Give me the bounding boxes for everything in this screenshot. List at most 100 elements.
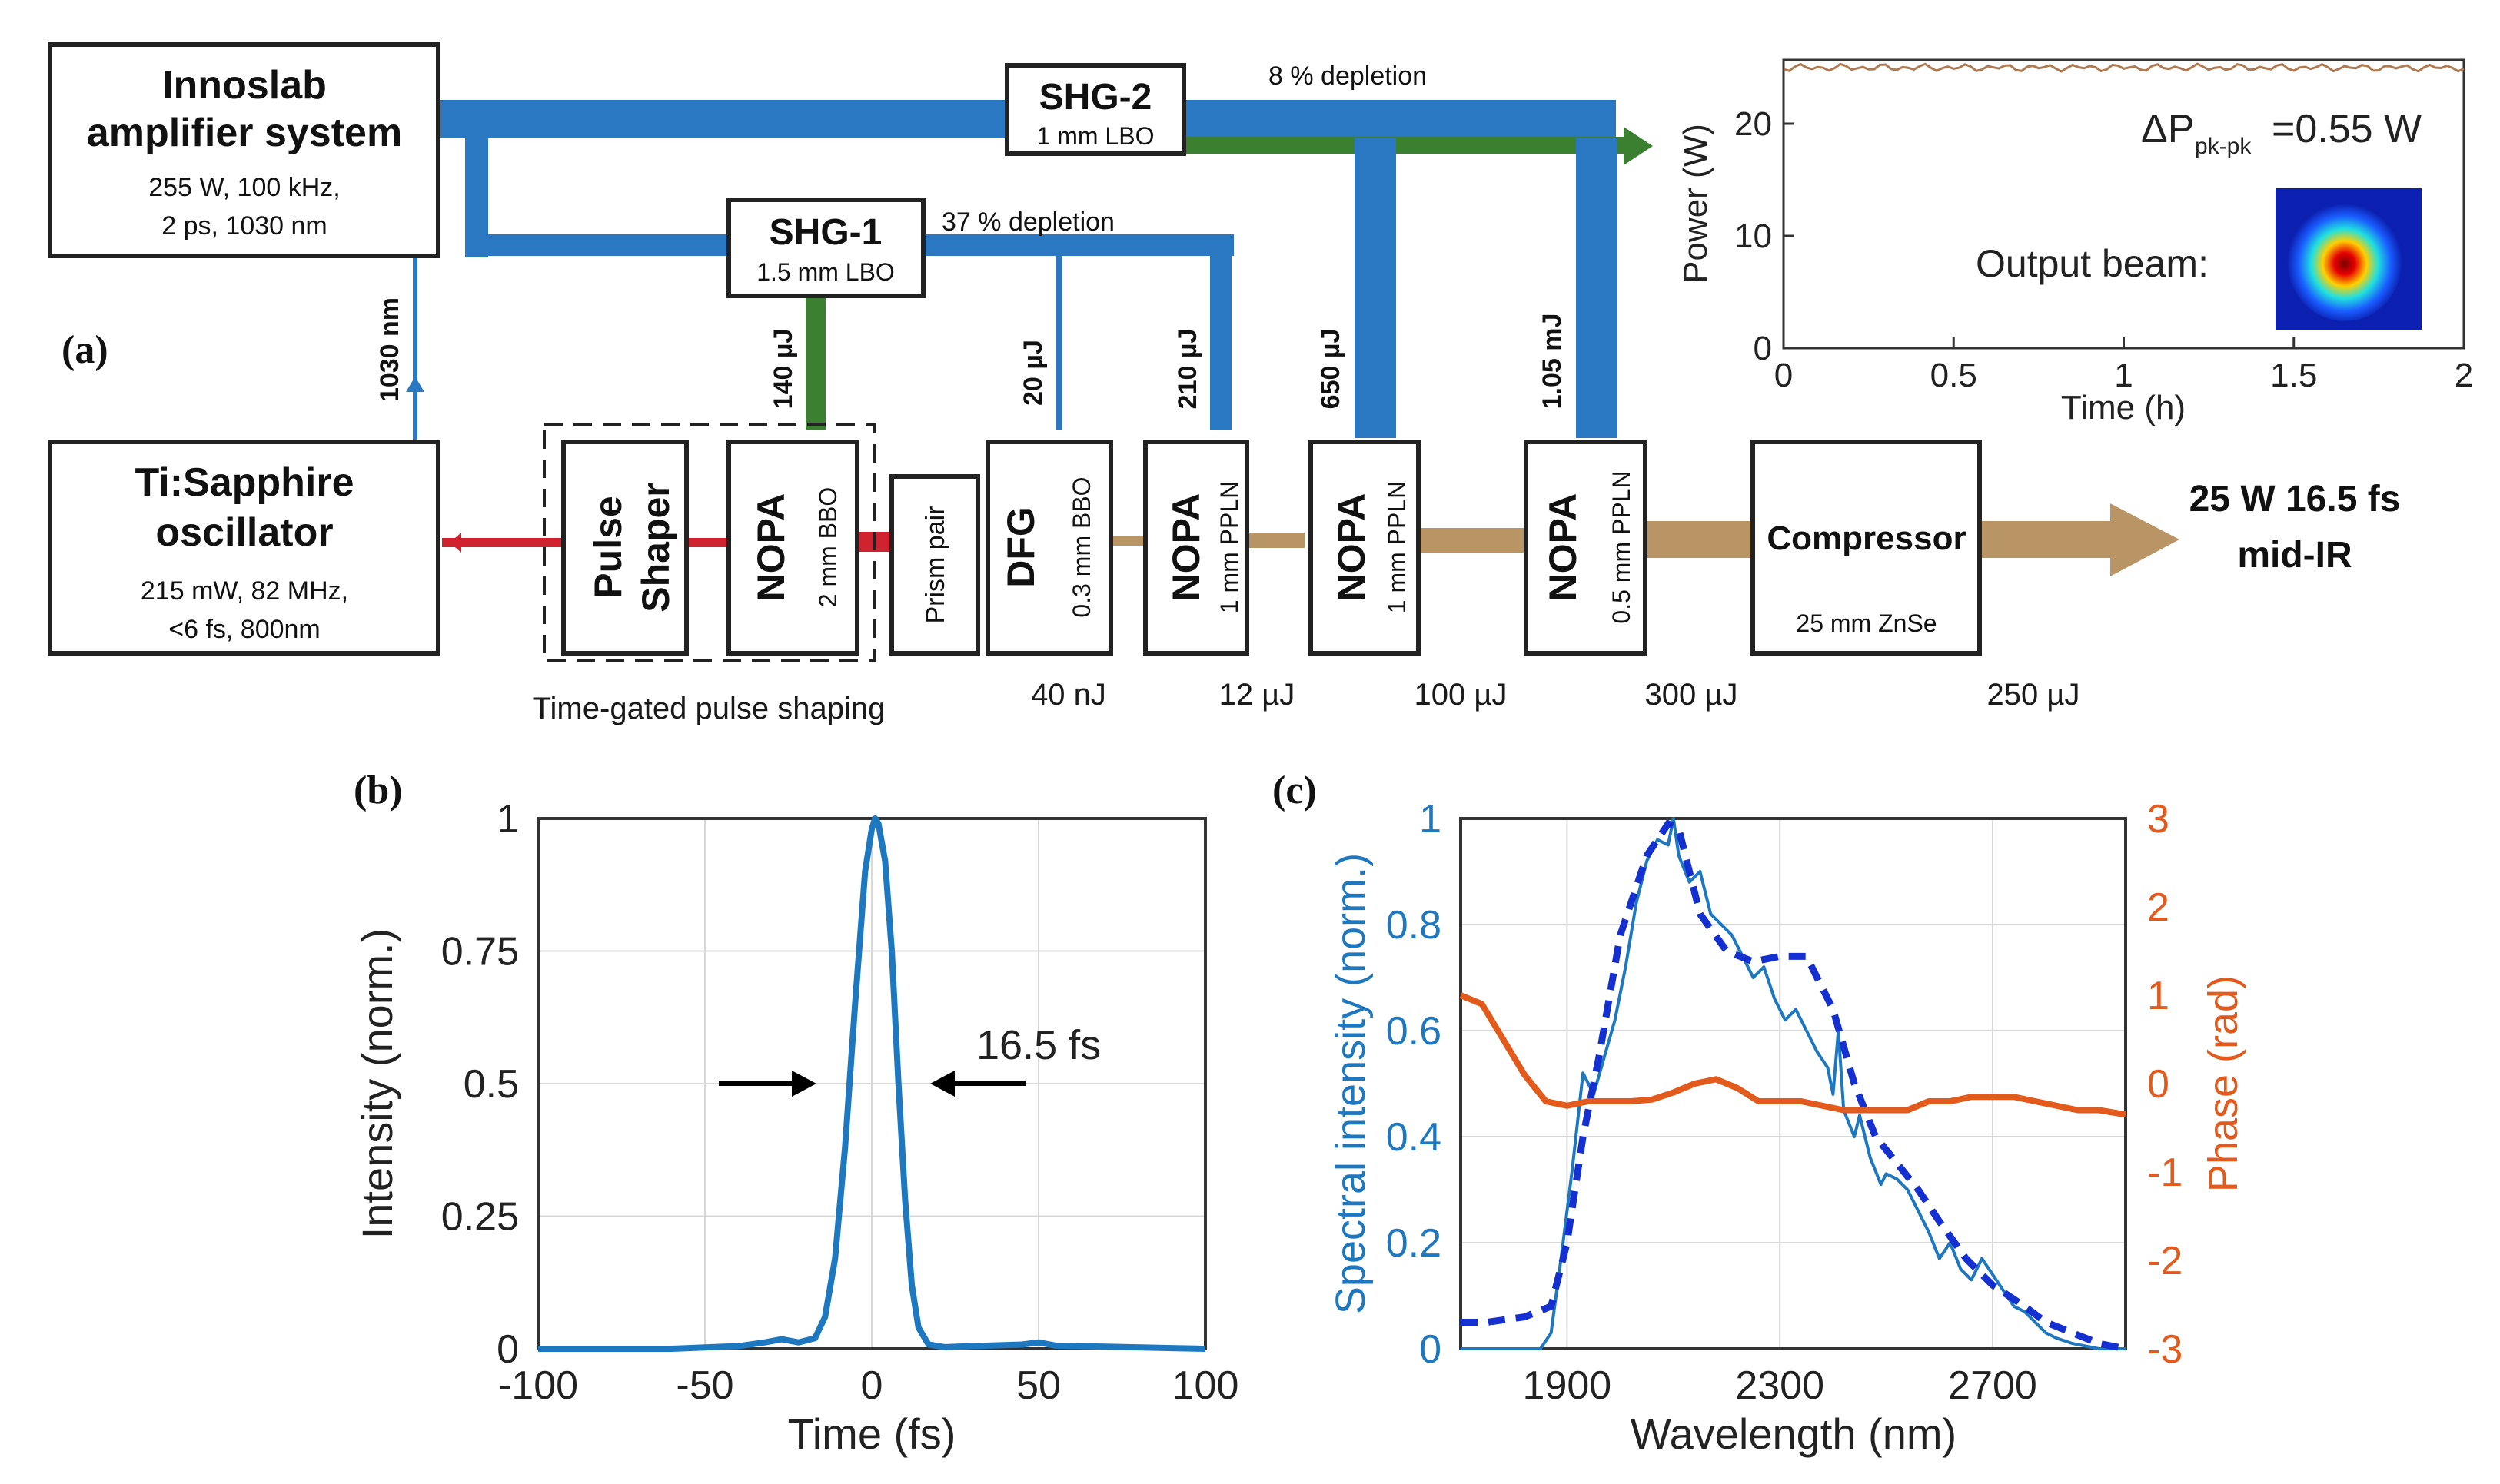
b-xtick-label: 100: [1172, 1363, 1239, 1408]
oscillator-title-2: oscillator: [155, 510, 333, 555]
output-energy-12uj: 12 µJ: [1219, 678, 1295, 712]
inset-ytick-label: 0: [1754, 330, 1772, 367]
c-xtick-label: 2700: [1948, 1363, 2037, 1408]
inset-xtick-label: 2: [2455, 357, 2473, 394]
red-arrow-icon: [450, 533, 461, 553]
midir-beam-3: [1418, 528, 1526, 553]
nopa3-pump-beam: [1355, 138, 1396, 438]
seed-arrow-icon: [406, 377, 424, 392]
c-measured-spectrum: [1461, 817, 2126, 1350]
inset-beam-label: Output beam:: [1976, 242, 2209, 285]
nopa2-pump-beam: [1210, 234, 1232, 430]
time-gated-box: [543, 423, 876, 662]
output-energy-100uj: 100 µJ: [1415, 678, 1508, 712]
nopa2-title: NOPA: [1165, 493, 1208, 602]
nopa4-box: [1524, 440, 1647, 656]
oscillator-title-1: Ti:Sapphire: [135, 460, 354, 505]
midir-beam-4: [1645, 521, 1753, 558]
nopa3-title: NOPA: [1330, 493, 1373, 602]
nopa2-box: [1143, 440, 1249, 656]
pump-energy-650: 650 µJ: [1316, 329, 1345, 410]
nopa1-crystal: 2 mm BBO: [814, 487, 842, 607]
dfg-crystal: 0.3 mm BBO: [1068, 476, 1095, 617]
oscillator-box: [48, 440, 440, 656]
b-arrow-left-icon: [792, 1071, 816, 1097]
prism-label: Prism pair: [921, 506, 950, 623]
shg1-title: SHG-1: [770, 212, 883, 253]
b-xtick-label: -50: [676, 1363, 733, 1408]
c-ytick-right-label: -2: [2147, 1239, 2183, 1283]
c-simulated-spectrum: [1461, 819, 2126, 1353]
c-ytick-right-label: -1: [2147, 1150, 2183, 1195]
c-ytick-label: 1: [1419, 797, 1441, 842]
gated-caption: Time-gated pulse shaping: [533, 692, 886, 725]
output-energy-250uj: 250 µJ: [1987, 678, 2080, 712]
inset-ytick-label: 10: [1734, 217, 1772, 255]
b-xlabel: Time (fs): [788, 1409, 956, 1458]
pulse-shaper-title-2: Shaper: [634, 482, 677, 613]
nopa3-box: [1308, 440, 1421, 656]
compressor-box: [1750, 440, 1982, 656]
oscillator-spec-2: <6 fs, 800nm: [168, 615, 321, 644]
b-ytick-label: 0.75: [441, 930, 519, 974]
output-spec-2: mid-IR: [2237, 535, 2352, 576]
pulse-shaper-title-1: Pulse: [587, 496, 630, 598]
nopa1-box: [726, 440, 859, 656]
c-phase-line: [1459, 992, 2126, 1118]
c-xtick-label: 2300: [1735, 1363, 1824, 1408]
dfg-title: DFG: [999, 506, 1042, 588]
nopa4-crystal: 0.5 mm PPLN: [1607, 470, 1635, 623]
midir-beam-5: [1980, 521, 2118, 558]
inset-xtick-label: 1: [2114, 357, 2133, 394]
green-arrow-icon: [1624, 127, 1653, 165]
c-xlabel: Wavelength (nm): [1631, 1409, 1956, 1458]
pump-energy-140: 140 µJ: [769, 329, 798, 410]
inset-xtick-label: 0.5: [1930, 357, 1977, 394]
innoslab-spec-2: 2 ps, 1030 nm: [161, 211, 327, 241]
b-ytick-label: 0: [497, 1327, 519, 1372]
nopa2-crystal: 1 mm PPLN: [1215, 481, 1243, 613]
c-ytick-label: 0.2: [1386, 1221, 1441, 1266]
b-ytick-label: 0.25: [441, 1195, 519, 1240]
innoslab-title-1: Innoslab: [162, 63, 327, 108]
b-xtick-label: 50: [1016, 1363, 1061, 1408]
c-ytick-label: 0.6: [1386, 1009, 1441, 1054]
c-ytick-label: 0.4: [1386, 1115, 1441, 1160]
output-spec-1: 25 W 16.5 fs: [2189, 479, 2401, 520]
dfg-pump-beam: [1056, 246, 1062, 430]
inset-delta-sub: pk-pk: [2195, 134, 2252, 159]
midir-beam-2: [1247, 533, 1305, 548]
innoslab-spec-1: 255 W, 100 kHz,: [148, 173, 340, 202]
oscillator-spec-1: 215 mW, 82 MHz,: [141, 576, 348, 606]
c-ylabel: Spectral intensity (norm.): [1328, 853, 1374, 1314]
nopa4-pump-beam: [1576, 138, 1617, 438]
c-ytick-right-label: 0: [2147, 1062, 2169, 1107]
output-energy-40nj: 40 nJ: [1031, 678, 1106, 712]
panel-c: (c) 1900 2300 2700 0 0.2 0.4 0.6 0.8 1 -3 -2 -1 0 1 2 3…: [1272, 769, 2246, 1458]
pump-energy-105: 1.05 mJ: [1538, 314, 1567, 410]
shg1-box: [726, 198, 926, 298]
c-axes: [1459, 817, 2127, 1350]
c-ytick-label: 0.8: [1386, 903, 1441, 948]
nopa3-crystal: 1 mm PPLN: [1383, 481, 1411, 613]
shg2-title: SHG-2: [1039, 77, 1152, 118]
shg1-crystal: 1.5 mm LBO: [756, 258, 895, 286]
panel-a-label: (a): [62, 328, 108, 372]
b-ylabel: Intensity (norm.): [353, 928, 401, 1240]
output-arrow-icon: [2110, 503, 2179, 576]
compressor-crystal: 25 mm ZnSe: [1796, 609, 1937, 637]
c-ylabel-right: Phase (rad): [2200, 975, 2246, 1192]
shg2-green-beam: [1176, 137, 1637, 154]
innoslab-title-2: amplifier system: [87, 111, 402, 155]
shg2-depletion: 8 % depletion: [1268, 61, 1427, 91]
b-annotation: 16.5 fs: [976, 1022, 1101, 1068]
shg2-box: [1005, 63, 1186, 156]
c-ytick-right-label: 1: [2147, 974, 2169, 1018]
inset-xtick-label: 0: [1774, 357, 1793, 394]
b-arrow-right-icon: [930, 1071, 955, 1097]
panel-b-label: (b): [354, 769, 403, 812]
c-xtick-label: 1900: [1523, 1363, 1612, 1408]
b-ytick-label: 1: [497, 797, 519, 842]
